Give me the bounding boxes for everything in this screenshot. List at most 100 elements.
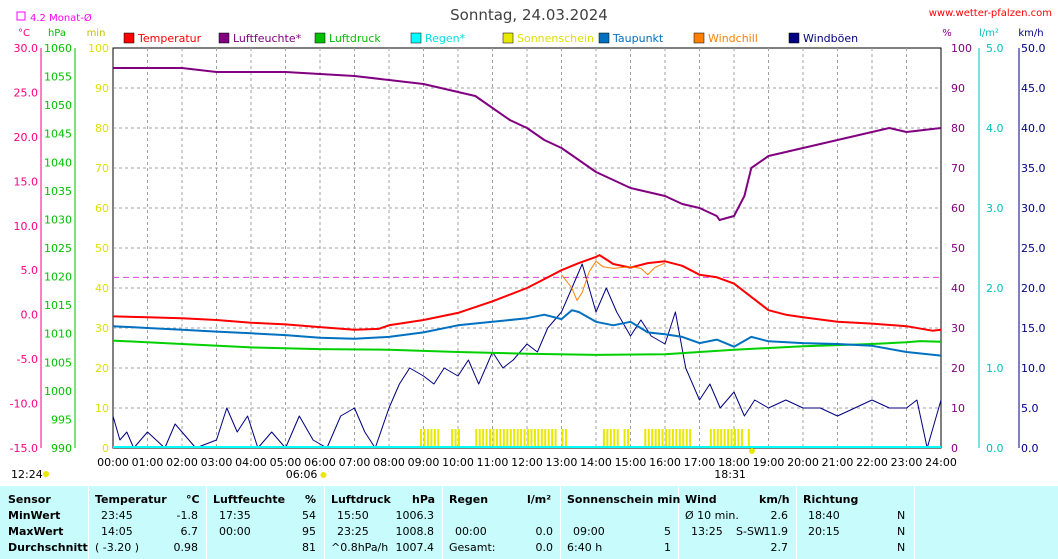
sunshine-bar: [689, 429, 692, 447]
legend-label: Luftdruck: [329, 32, 381, 45]
wind-axis-label: 20.0: [1021, 282, 1046, 295]
sunshine-bar: [747, 429, 750, 447]
sunshine-bar: [426, 429, 429, 447]
x-tick-label: 12:00: [511, 456, 543, 469]
humidity-axis-label: 40: [951, 282, 965, 295]
sunshine-bar: [606, 429, 609, 447]
wind-axis-label: 0.0: [1021, 442, 1039, 455]
wind-axis-label: 30.0: [1021, 202, 1046, 215]
avg-dir-value: N: [897, 541, 906, 554]
avg-press-trend: ^0.8hPa/h: [331, 541, 389, 554]
row-label-max: MaxWert: [8, 525, 64, 538]
header-wind: Wind: [685, 493, 717, 506]
legend-label: Luftfeuchte*: [233, 32, 302, 45]
series-windgusts: [112, 263, 942, 449]
x-tick-label: 02:00: [166, 456, 198, 469]
humidity-axis-label: 0: [951, 442, 958, 455]
current-time: 12:24: [11, 468, 43, 481]
humidity-axis-label: 100: [951, 42, 972, 55]
sunshine-bar: [489, 429, 492, 447]
max-temp-value: 6.7: [180, 525, 199, 538]
x-tick-label: 05:00: [270, 456, 302, 469]
sunshine-bar: [716, 429, 719, 447]
max-dir-time: 20:15: [808, 525, 840, 538]
avg-sun-value: 1: [664, 541, 671, 554]
temp-axis-label: 15.0: [14, 175, 39, 188]
max-wind-value: 11.9: [763, 525, 789, 538]
minutes-axis-label: 100: [88, 42, 109, 55]
min-dir-value: N: [897, 509, 906, 522]
minutes-axis-label: 80: [95, 122, 109, 135]
sunshine-bar: [723, 429, 726, 447]
temp-axis-label: -5.0: [17, 353, 38, 366]
temp-axis-label: -10.0: [10, 398, 38, 411]
sunshine-bar: [499, 429, 502, 447]
sunshine-bar: [495, 429, 498, 447]
sunset-icon: [748, 448, 755, 454]
legend-swatch: [788, 32, 800, 44]
sunshine-bar: [602, 429, 605, 447]
x-tick-label: 09:00: [408, 456, 440, 469]
sunshine-bar: [713, 429, 716, 447]
min-dir-time: 18:40: [808, 509, 840, 522]
x-tick-label: 23:00: [891, 456, 923, 469]
wind-axis-label: 25.0: [1021, 242, 1046, 255]
sunshine-bar: [671, 429, 674, 447]
pressure-axis-label: 1030: [44, 213, 72, 226]
sunshine-bar: [644, 429, 647, 447]
sunshine-bar: [454, 429, 457, 447]
sunshine-bar: [547, 429, 550, 447]
header-pressure-unit: hPa: [412, 493, 436, 506]
current-sun-icon: [43, 471, 49, 477]
header-direction: Richtung: [803, 493, 859, 506]
legend-swatch: [693, 32, 705, 44]
sunshine-bar: [509, 429, 512, 447]
pressure-axis-label: 1035: [44, 185, 72, 198]
sunshine-bar: [537, 429, 540, 447]
x-tick-label: 08:00: [373, 456, 405, 469]
monthly-avg-icon: [16, 11, 26, 21]
max-hum-time: 00:00: [219, 525, 251, 538]
sunshine-bar: [485, 429, 488, 447]
max-wind-time: 13:25: [691, 525, 723, 538]
header-humidity-unit: %: [305, 493, 317, 506]
minutes-axis-unit: min: [87, 28, 106, 39]
x-tick-label: 21:00: [822, 456, 854, 469]
humidity-axis-label: 30: [951, 322, 965, 335]
x-tick-label: 22:00: [856, 456, 888, 469]
x-tick-label: 17:00: [684, 456, 716, 469]
x-tick-label: 00:00: [97, 456, 129, 469]
min-wind-label: Ø 10 min.: [685, 509, 739, 522]
temp-axis-label: 25.0: [14, 86, 39, 99]
header-rain: Regen: [449, 493, 489, 506]
sunshine-bar: [661, 429, 664, 447]
sunshine-bar: [658, 429, 661, 447]
wind-axis-label: 50.0: [1021, 42, 1046, 55]
x-tick-label: 15:00: [615, 456, 647, 469]
humidity-axis-label: 50: [951, 242, 965, 255]
legend-label: Taupunkt: [612, 32, 664, 45]
pressure-axis-label: 1010: [44, 328, 72, 341]
sunshine-bar: [458, 429, 460, 447]
legend-swatch: [218, 32, 230, 44]
sunshine-bar: [609, 429, 612, 447]
max-sun-time: 09:00: [573, 525, 605, 538]
sunshine-bar: [513, 429, 516, 447]
x-tick-label: 20:00: [787, 456, 819, 469]
avg-temp-value: 0.98: [173, 541, 199, 554]
humidity-axis-label: 10: [951, 402, 965, 415]
min-hum-time: 17:35: [219, 509, 251, 522]
minutes-axis-label: 0: [102, 442, 109, 455]
sunshine-bar: [727, 429, 730, 447]
header-sunshine: Sonnenschein min: [567, 493, 681, 506]
total-sun-hours: 6:40 h: [567, 541, 603, 554]
temp-axis-unit: °C: [18, 28, 30, 39]
sunshine-bar: [651, 429, 654, 447]
x-tick-label: 19:00: [753, 456, 785, 469]
series-humidity: [113, 67, 942, 221]
pressure-axis-unit: hPa: [48, 28, 66, 39]
temp-axis-label: 30.0: [14, 42, 39, 55]
sunshine-bar: [665, 429, 667, 447]
max-hum-value: 95: [302, 525, 316, 538]
sunshine-bar: [506, 429, 509, 447]
